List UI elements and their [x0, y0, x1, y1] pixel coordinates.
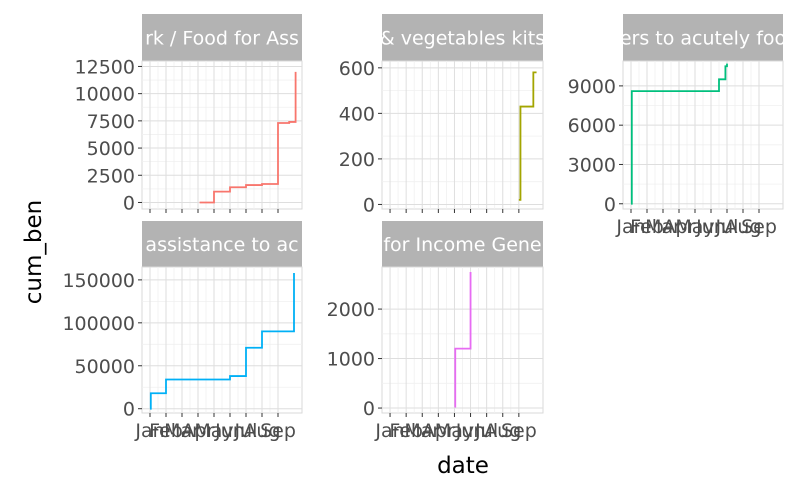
y-tick-label: 9000: [568, 76, 616, 98]
facet-strip-label: assistance to ac: [145, 234, 298, 256]
y-tick-label: 10000: [75, 84, 135, 106]
x-axis-title: date: [437, 453, 489, 479]
x-tick-label: Jul: [234, 420, 258, 442]
y-tick-label: 0: [363, 398, 375, 420]
x-tick-label: Mar: [645, 216, 681, 238]
facet-strip-label: ers to acutely foo: [620, 28, 786, 50]
x-tick-label: Aug: [484, 420, 521, 442]
series-step-line: [518, 71, 537, 201]
y-tick-label: 150000: [62, 270, 135, 292]
facet-strip-label: for Income Gene: [383, 234, 541, 256]
y-tick-label: 0: [123, 192, 135, 214]
x-tick-label: Mar: [404, 420, 440, 442]
x-tick-label: Sep: [501, 420, 537, 442]
x-tick-label: Sep: [741, 216, 777, 238]
y-tick-label: 6000: [568, 115, 616, 137]
x-tick-label: May: [435, 420, 474, 442]
y-tick-label: 0: [123, 399, 135, 421]
facet-strip: [382, 221, 543, 267]
x-tick-label: Jul: [474, 420, 498, 442]
x-tick-label: Jun: [214, 420, 245, 442]
x-tick-label: Aug: [724, 216, 761, 238]
series-step-line: [454, 271, 472, 408]
y-tick-label: 100000: [62, 313, 135, 335]
facet-strip: [142, 14, 302, 61]
x-tick-label: May: [194, 420, 233, 442]
y-tick-label: 2000: [327, 299, 375, 321]
y-tick-label: 12500: [75, 56, 135, 78]
y-tick-label: 400: [339, 103, 375, 125]
x-tick-label: Jun: [695, 216, 726, 238]
facet-strip: [382, 14, 543, 61]
facet-panel-3: ers to acutely foo 0 3000 6000 9000 JanFebMar…: [568, 14, 786, 238]
facet-panel-1: rk / Food for Ass 0 2500 5000 7500 10000 12500: [75, 14, 303, 214]
series-step-line: [630, 63, 728, 205]
series-step-line: [199, 71, 297, 204]
x-tick-label: Jan: [615, 216, 645, 238]
y-tick-label: 2500: [87, 165, 135, 187]
y-tick-label: 0: [604, 194, 616, 216]
facet-panel-4: assistance to ac 0 50000 100000 150000 JanFeb…: [62, 221, 303, 442]
facet-panel-2: & vegetables kits 0 200 400 600: [339, 14, 545, 216]
y-tick-label: 3000: [568, 154, 616, 176]
x-tick-label: Jul: [715, 216, 739, 238]
y-tick-label: 0: [363, 194, 375, 216]
y-tick-label: 50000: [75, 356, 135, 378]
facet-strip-label: rk / Food for Ass: [145, 28, 299, 50]
facet-strip: [142, 221, 302, 267]
x-tick-label: Feb: [389, 420, 423, 442]
x-tick-label: Sep: [260, 420, 296, 442]
x-tick-label: Apr: [182, 420, 215, 442]
x-tick-label: Apr: [663, 216, 696, 238]
x-tick-label: Jan: [374, 420, 404, 442]
y-tick-label: 200: [339, 149, 375, 171]
facet-strip-label: & vegetables kits: [380, 28, 545, 50]
y-tick-label: 7500: [87, 111, 135, 133]
series-step-line: [149, 273, 295, 410]
x-tick-label: Apr: [422, 420, 455, 442]
x-tick-label: Feb: [630, 216, 664, 238]
facet-strip: [623, 14, 783, 61]
x-tick-label: Jun: [455, 420, 486, 442]
y-tick-label: 5000: [87, 138, 135, 160]
x-tick-label: Jan: [134, 420, 164, 442]
x-tick-label: Feb: [149, 420, 183, 442]
x-tick-label: Mar: [164, 420, 200, 442]
x-tick-label: Aug: [243, 420, 280, 442]
y-axis-title: cum_ben: [21, 200, 47, 304]
y-tick-label: 1000: [327, 349, 375, 371]
x-tick-label: May: [675, 216, 714, 238]
y-tick-label: 600: [339, 58, 375, 80]
facet-panel-5: for Income Gene 0 1000 2000 JanFebMarAprMayJ…: [327, 221, 544, 442]
facet-panels: rk / Food for Ass02500500075001000012500…: [62, 14, 786, 442]
